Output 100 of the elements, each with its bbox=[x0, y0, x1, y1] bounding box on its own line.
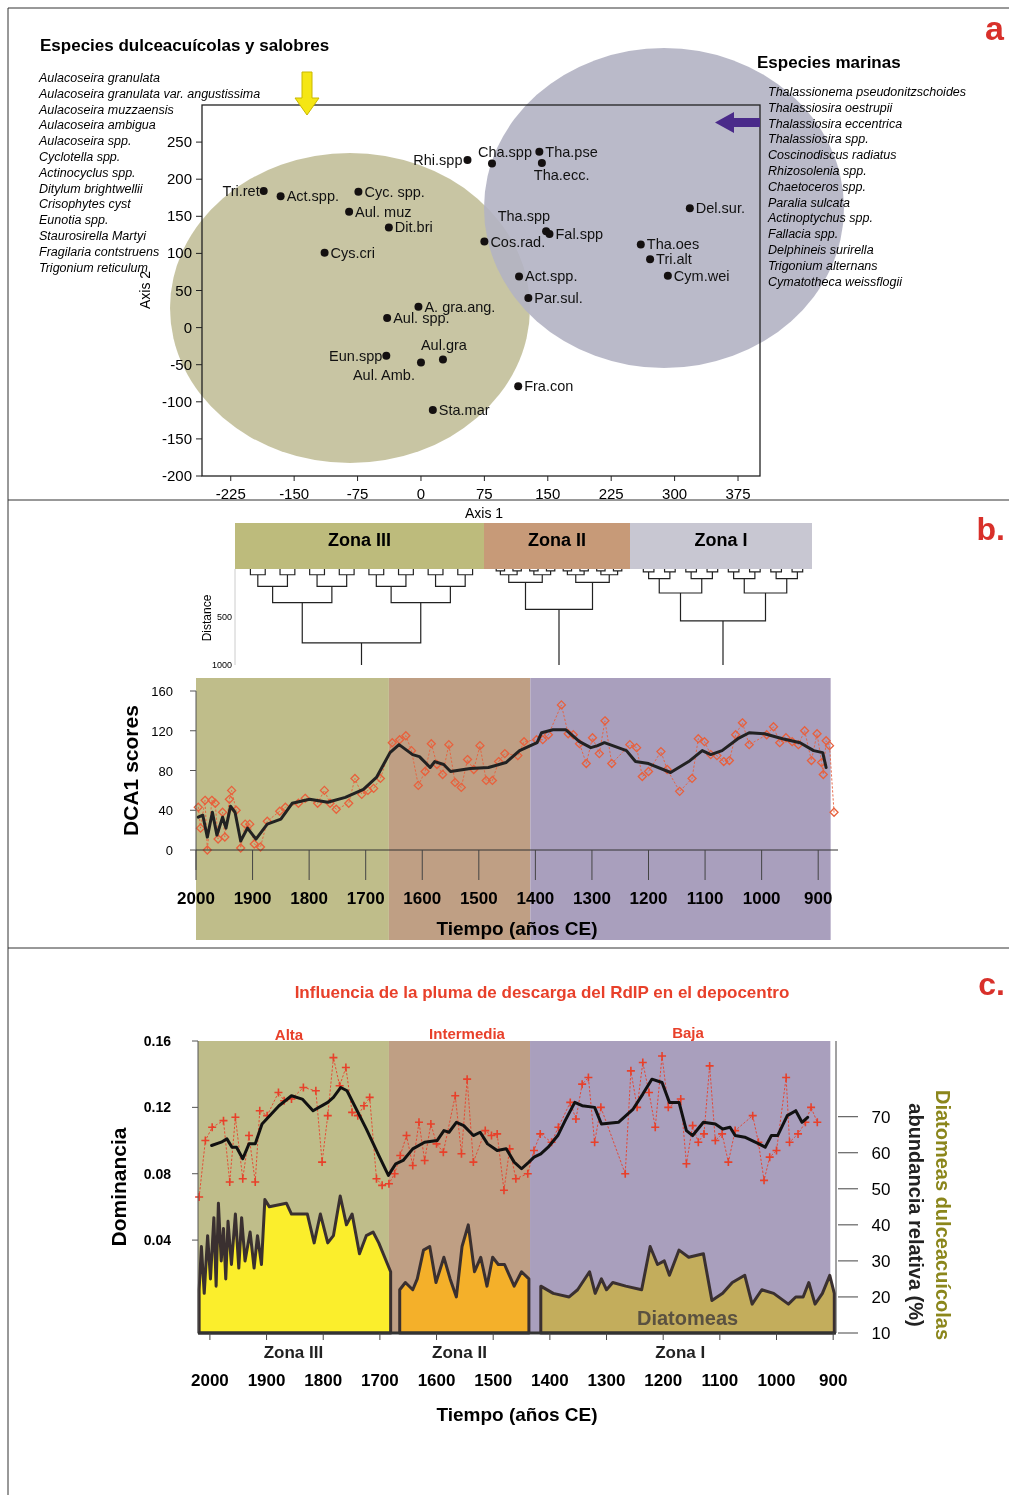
band-label: Zona III bbox=[263, 1343, 324, 1362]
text: Thalassiosira oestrupii bbox=[768, 100, 894, 115]
x-tick-label: 1500 bbox=[474, 1371, 513, 1390]
y-tick-label: 100 bbox=[166, 244, 192, 262]
series-label: Diatomeas bbox=[636, 1307, 739, 1329]
x-tick-label: 1800 bbox=[290, 889, 329, 908]
point bbox=[345, 207, 354, 216]
point bbox=[320, 248, 329, 257]
annotation: Del.sur. bbox=[695, 200, 745, 217]
annotation: Eun.spp bbox=[329, 347, 383, 364]
text: Ditylum brightwellii bbox=[39, 181, 144, 196]
y-tick-label: -100 bbox=[161, 392, 192, 410]
x-tick-label: 75 bbox=[476, 485, 493, 502]
text: Actinoptychus spp. bbox=[767, 211, 873, 226]
text: Trigonium alternans bbox=[768, 258, 878, 273]
annotation: Aul. muz bbox=[355, 203, 412, 220]
annotation: Tha.spp bbox=[497, 208, 551, 225]
x-tick-label: 1300 bbox=[587, 1371, 626, 1390]
annotation: Rhi.spp bbox=[413, 151, 463, 168]
x-tick-label: 900 bbox=[818, 1371, 848, 1390]
annotation: Sta.mar bbox=[438, 401, 490, 418]
point bbox=[414, 302, 423, 311]
point bbox=[276, 192, 285, 201]
text: Thalassionema pseudonitzschoides bbox=[768, 85, 967, 99]
x-tick-label: -150 bbox=[279, 485, 310, 502]
line-series bbox=[210, 1077, 810, 1177]
y-tick-label: 0 bbox=[165, 843, 173, 858]
x-tick-label: 1600 bbox=[403, 889, 442, 908]
text: Aulacoseira granulata bbox=[38, 71, 160, 85]
annotation: Baja bbox=[672, 1024, 705, 1041]
y-tick-label: 80 bbox=[158, 763, 173, 779]
x-tick-label: 1400 bbox=[516, 889, 555, 908]
annotation: Dit.bri bbox=[394, 219, 433, 236]
annotation: Cym.wei bbox=[673, 267, 730, 284]
x-tick-label: 1200 bbox=[644, 1371, 683, 1390]
y2-tick-label: 70 bbox=[871, 1107, 891, 1127]
x-tick-label: 2000 bbox=[190, 1371, 229, 1390]
y-tick-label: 0.04 bbox=[143, 1232, 172, 1249]
x-tick-label: 1800 bbox=[304, 1371, 343, 1390]
text: Rhizosolenia spp. bbox=[768, 164, 867, 178]
text: a bbox=[985, 9, 1006, 47]
x-tick-label: 1400 bbox=[530, 1371, 569, 1390]
text: Zona I bbox=[694, 530, 748, 550]
y-tick-label: 150 bbox=[166, 207, 192, 225]
y2-tick-label: 30 bbox=[871, 1251, 891, 1271]
annotation: Fal.spp bbox=[555, 226, 604, 243]
y-tick-label: 40 bbox=[158, 803, 173, 819]
y-tick-label: 0.16 bbox=[143, 1033, 172, 1049]
x-tick-label: 900 bbox=[804, 889, 833, 908]
point bbox=[384, 223, 393, 232]
y-axis-title: DCA1 scores bbox=[119, 705, 142, 836]
x-tick-label: 300 bbox=[662, 485, 688, 502]
text: Zona III bbox=[328, 530, 391, 550]
x-tick-label: 1500 bbox=[459, 889, 498, 908]
x-tick-label: 1700 bbox=[346, 889, 385, 908]
annotation: Tha.oes bbox=[646, 236, 700, 253]
y2-tick-label: 60 bbox=[871, 1143, 891, 1163]
x-tick-label: 1300 bbox=[573, 889, 611, 908]
annotation: Tha.ecc. bbox=[533, 166, 590, 183]
y-tick-label: 120 bbox=[151, 723, 173, 739]
x-tick-label: 1000 bbox=[742, 889, 781, 908]
point bbox=[524, 293, 533, 302]
band-label: Zona II bbox=[432, 1343, 487, 1362]
y-tick-label: -150 bbox=[161, 429, 192, 447]
annotation: Tri.alt bbox=[656, 251, 692, 268]
annotation: Par.sul. bbox=[534, 289, 583, 306]
text: Zona II bbox=[528, 530, 586, 550]
x-axis-title: Tiempo (años CE) bbox=[436, 918, 598, 939]
text: Eunotia spp. bbox=[39, 213, 109, 228]
x-tick-label: 1200 bbox=[629, 889, 668, 908]
x-tick-label: 0 bbox=[416, 485, 426, 502]
text: 1000 bbox=[211, 660, 232, 670]
text: Aulacoseira granulata var. angustissima bbox=[38, 86, 261, 101]
text: Coscinodiscus radiatus bbox=[768, 148, 897, 163]
y-tick-label: 0.12 bbox=[143, 1099, 172, 1116]
text: Delphineis surirella bbox=[768, 243, 874, 257]
x-tick-label: 1900 bbox=[247, 1371, 286, 1390]
text: Aulacoseira ambigua bbox=[38, 118, 156, 133]
text: Distance bbox=[200, 594, 214, 642]
point bbox=[354, 187, 363, 196]
text: Aulacoseira spp. bbox=[38, 134, 132, 149]
text: Especies dulceacuícolas y salobres bbox=[40, 36, 330, 55]
text: Paralia sulcata bbox=[768, 195, 851, 210]
y-tick-label: 160 bbox=[151, 684, 173, 699]
x-tick-label: 1600 bbox=[417, 1371, 456, 1390]
annotation: Cys.cri bbox=[330, 244, 375, 261]
x-tick-label: 150 bbox=[535, 485, 561, 502]
y2-axis-title: Diatomeas dulceacuícolas abundancia relativa (%) bbox=[905, 1089, 954, 1341]
chart-title: Influencia de la pluma de descarga del RdIP en el depocentro bbox=[294, 983, 790, 1002]
y2-tick-label: 10 bbox=[871, 1324, 891, 1343]
text: Crisophytes cyst bbox=[39, 197, 132, 212]
point bbox=[535, 147, 544, 156]
point bbox=[537, 158, 546, 167]
annotation: Tha.pse bbox=[545, 143, 598, 160]
text: Aulacoseira muzzaensis bbox=[38, 102, 174, 117]
annotation: Alta bbox=[274, 1026, 304, 1043]
y-tick-label: 50 bbox=[175, 281, 192, 299]
point bbox=[515, 272, 524, 281]
point bbox=[383, 313, 392, 322]
x-tick-label: 1100 bbox=[686, 889, 724, 908]
